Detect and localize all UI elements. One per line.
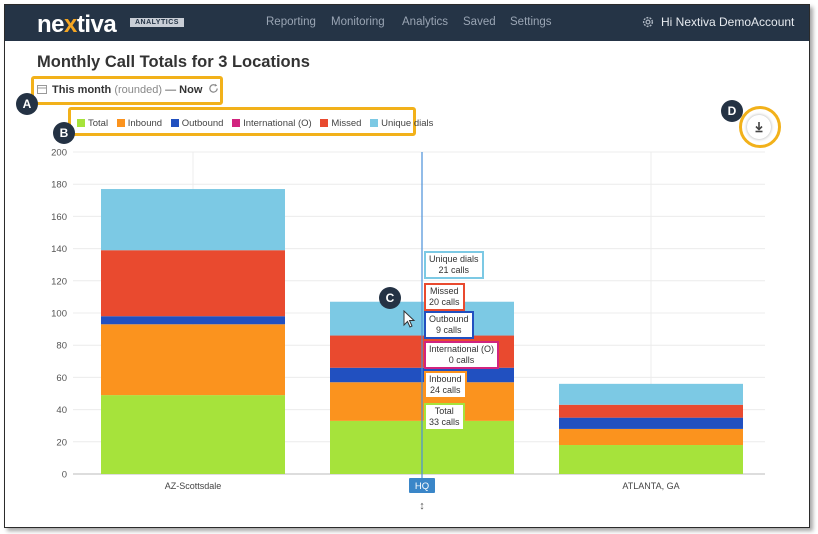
legend-item-outbound[interactable]: Outbound [170,118,224,129]
tooltip-label: International (O) [429,344,495,354]
x-tick-label: HQ [415,481,429,492]
range-qualifier: (rounded) [114,84,163,96]
legend-label: International (O) [243,118,312,129]
refresh-icon[interactable] [208,83,219,94]
legend-swatch [116,119,125,127]
tooltip-entry: Unique dials 21 calls [424,251,484,279]
bar-segment-missed[interactable] [559,404,743,418]
analytics-badge: ANALYTICS [130,18,184,27]
tooltip-value: 0 calls [448,355,475,365]
top-navigation-bar: nextiva ANALYTICS Reporting Monitoring A… [5,5,809,41]
legend-label: Missed [331,118,362,129]
hq-badge-bg [409,478,435,493]
tooltip-label: Inbound [429,374,462,384]
bar-segment-outbound[interactable] [559,417,743,429]
gear-icon[interactable] [641,15,655,29]
legend-item-missed[interactable]: Missed [320,118,361,129]
nextiva-logo[interactable]: nextiva [37,11,117,39]
logo-text-x: x [64,11,77,38]
legend-swatch [320,119,329,127]
chart-legend: Total Inbound Outbound International (O)… [77,118,439,129]
bar-segment-unique-dials[interactable] [101,189,285,251]
download-icon [755,122,763,133]
legend-item-inbound[interactable]: Inbound [116,118,163,129]
tooltip-entry: International (O) 0 calls [424,341,500,369]
app-window: nextiva ANALYTICS Reporting Monitoring A… [4,4,810,528]
y-tick-label: 140 [51,244,67,255]
legend-label: Inbound [127,118,163,129]
account-greeting[interactable]: Hi Nextiva DemoAccount [661,15,795,29]
y-tick-label: 180 [51,180,67,191]
legend-label: Total [88,118,109,129]
logo-text-part: ne [37,11,65,38]
tooltip-entry: Inbound 24 calls [424,371,467,399]
bar-segment-outbound[interactable] [101,316,285,325]
marker-c: C [379,287,401,309]
tooltip-entry: Total 33 calls [424,403,465,431]
legend-callout [68,107,416,136]
legend-swatch [370,119,379,127]
legend-swatch [232,119,241,127]
resize-arrow-icon[interactable]: ↕ [419,500,425,512]
logo-text-part: tiva [76,11,117,38]
tooltip-label: Missed [430,286,459,296]
stacked-bar-chart: 0 20 40 60 80 100 120 140 160 180 200 AZ-Scottsdal… [51,148,765,512]
bar-segment-inbound[interactable] [559,428,743,446]
bar-segment-total[interactable] [559,445,743,474]
tooltip-label: Total [434,406,454,416]
y-tick-label: 160 [51,212,67,223]
y-tick-label: 60 [56,373,67,384]
nav-analytics[interactable]: Analytics [402,16,449,28]
download-button[interactable] [747,115,771,139]
marker-b: B [53,122,75,144]
tooltip-label: Unique dials [429,254,479,264]
legend-swatch [170,119,179,127]
nav-settings[interactable]: Settings [510,16,552,28]
x-tick-label: ATLANTA, GA [622,481,679,491]
tooltip-entry: Outbound 9 calls [424,311,474,339]
legend-label: Unique dials [381,118,434,129]
tooltip-value: 33 calls [429,417,460,427]
bar-segment-unique-dials[interactable] [559,383,743,405]
tooltip-value: 20 calls [429,297,460,307]
marker-a: A [16,93,38,115]
y-tick-label: 0 [62,470,67,481]
hq-category-badge[interactable]: HQ [409,478,435,493]
nav-saved[interactable]: Saved [463,16,496,28]
range-separator: — [165,84,177,96]
bar-segment-missed[interactable] [101,250,285,317]
nav-reporting[interactable]: Reporting [266,16,316,28]
bar-segment-total[interactable] [101,395,285,474]
y-tick-label: 120 [51,276,67,287]
x-tick-label: AZ-Scottsdale [165,481,222,491]
range-start: This month [52,84,112,96]
tooltip-entry: Missed 20 calls [424,283,465,311]
marker-d: D [721,100,743,122]
y-tick-label: 20 [56,437,67,448]
page-title: Monthly Call Totals for 3 Locations [37,53,310,71]
y-tick-label: 40 [56,405,67,416]
legend-item-international[interactable]: International (O) [232,118,312,129]
tooltip-label: Outbound [429,314,469,324]
mouse-cursor-icon [403,310,416,328]
legend-swatch [77,119,85,127]
nav-monitoring[interactable]: Monitoring [331,16,385,28]
range-end: Now [179,84,203,96]
date-range-callout [31,76,223,105]
tooltip-value: 21 calls [438,265,470,275]
legend-item-total[interactable]: Total [77,118,108,129]
y-tick-label: 80 [56,341,67,352]
calendar-icon [37,85,47,94]
legend-item-unique-dials[interactable]: Unique dials [370,118,433,129]
bar-segment-inbound[interactable] [101,324,285,396]
y-tick-label: 100 [51,309,67,320]
tooltip-value: 24 calls [430,385,461,395]
y-tick-label: 200 [51,148,67,159]
tooltip-value: 9 calls [436,325,462,335]
date-range-selector[interactable]: This month (rounded) — Now [37,83,219,96]
legend-label: Outbound [181,118,224,129]
